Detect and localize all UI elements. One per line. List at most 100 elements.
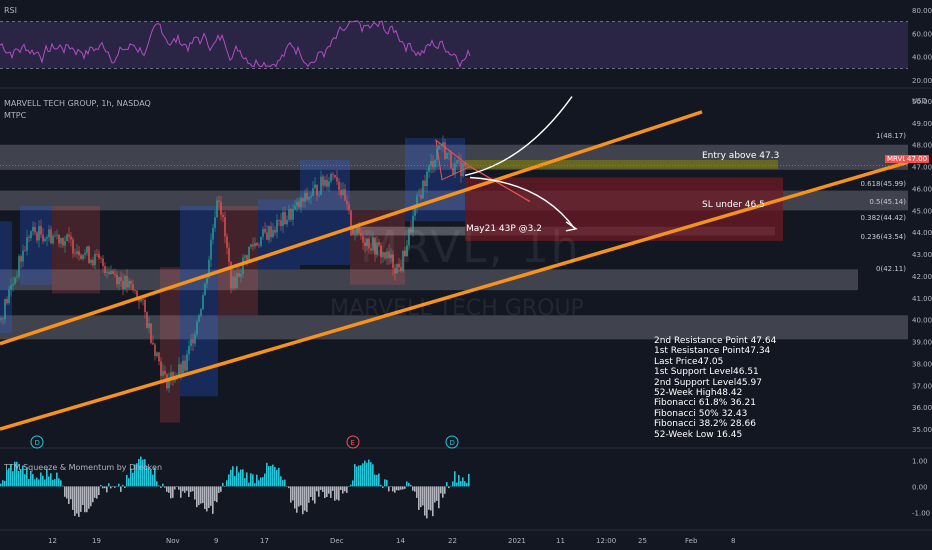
fib-label-4: 0.382(44.42) bbox=[860, 214, 906, 222]
candle-body bbox=[408, 228, 410, 246]
stat-line-8: Fibonacci 38.2% 28.66 bbox=[654, 419, 756, 430]
squeeze-bar bbox=[360, 465, 362, 487]
rsi-tick-1: 60.00 bbox=[912, 30, 932, 38]
squeeze-label[interactable]: TTM Squeeze & Momentum by Drecken bbox=[4, 463, 163, 472]
candle-body bbox=[140, 298, 142, 302]
candle-body bbox=[70, 236, 72, 240]
squeeze-bar bbox=[84, 486, 86, 513]
candle-body bbox=[18, 256, 20, 277]
squeeze-bar bbox=[454, 471, 456, 487]
squeeze-bar bbox=[12, 471, 14, 487]
squeeze-bar bbox=[72, 486, 74, 510]
candle-body bbox=[172, 372, 174, 381]
squeeze-bar bbox=[334, 486, 336, 501]
candle-body bbox=[310, 195, 312, 198]
candle-body bbox=[434, 160, 436, 168]
squeeze-bar bbox=[46, 468, 48, 487]
squeeze-bar bbox=[22, 465, 24, 487]
squeeze-bar bbox=[296, 486, 298, 513]
candle-body bbox=[110, 271, 112, 274]
squeeze-bar bbox=[248, 482, 250, 487]
squeeze-bar bbox=[310, 486, 312, 498]
squeeze-bar bbox=[276, 469, 278, 487]
squeeze-bar bbox=[96, 486, 98, 499]
squeeze-bar bbox=[402, 486, 404, 490]
x-tick-4: 17 bbox=[260, 537, 269, 545]
candles bbox=[0, 135, 466, 393]
candle-body bbox=[282, 212, 284, 226]
squeeze-bar bbox=[266, 462, 268, 487]
squeeze-bar bbox=[366, 462, 368, 487]
squeeze-bar bbox=[376, 474, 378, 487]
region-2 bbox=[52, 205, 100, 294]
pattern-arrow-line bbox=[469, 166, 531, 203]
currency-label: USD bbox=[912, 97, 927, 105]
candle-body bbox=[198, 315, 200, 322]
region-6 bbox=[258, 199, 300, 270]
squeeze-bar bbox=[82, 486, 84, 506]
candle-body bbox=[82, 254, 84, 259]
candle-body bbox=[274, 229, 276, 233]
squeeze-bar bbox=[62, 485, 64, 487]
candle-body bbox=[252, 244, 254, 247]
candle-body bbox=[50, 229, 52, 244]
stat-line-6: Fibonacci 61.8% 36.21 bbox=[654, 398, 756, 409]
candle-body bbox=[74, 253, 76, 255]
candle-body bbox=[386, 251, 388, 259]
squeeze-bar bbox=[58, 478, 60, 487]
stats-panel: 2nd Resistance Point 47.64 1st Resistance… bbox=[654, 336, 776, 440]
candle-body bbox=[368, 238, 370, 249]
squeeze-bar bbox=[78, 486, 80, 517]
candle-body bbox=[346, 200, 348, 205]
squeeze-bar bbox=[308, 486, 310, 503]
candle-body bbox=[344, 189, 346, 201]
squeeze-tick-1: 0.00 bbox=[912, 483, 928, 491]
candle-body bbox=[284, 212, 286, 225]
candle-body bbox=[330, 174, 332, 182]
candle-body bbox=[248, 246, 250, 261]
candle-body bbox=[204, 283, 206, 296]
candle-body bbox=[206, 277, 208, 284]
candle-body bbox=[58, 234, 60, 244]
squeeze-bar bbox=[284, 479, 286, 487]
candle-body bbox=[60, 237, 62, 244]
symbol-title[interactable]: MARVELL TECH GROUP, 1h, NASDAQ bbox=[4, 99, 151, 108]
squeeze-bar bbox=[374, 474, 376, 487]
candle-body bbox=[144, 299, 146, 313]
candle-body bbox=[20, 256, 22, 262]
channel-upper-line bbox=[0, 110, 703, 346]
candle-body bbox=[362, 235, 364, 243]
projection-up-curve bbox=[464, 96, 573, 176]
candle-body bbox=[152, 343, 154, 345]
pattern-triangle bbox=[435, 139, 471, 181]
squeeze-bar bbox=[262, 477, 264, 487]
squeeze-bar bbox=[70, 486, 72, 500]
stat-line-3: 1st Support Level46.51 bbox=[654, 367, 759, 378]
candle-body bbox=[328, 181, 330, 187]
candle-body bbox=[394, 267, 396, 274]
squeeze-bar bbox=[442, 486, 444, 498]
candle-body bbox=[418, 195, 420, 196]
candle-body bbox=[130, 280, 132, 285]
study-label[interactable]: MTPC bbox=[4, 111, 27, 120]
candle-body bbox=[168, 378, 170, 389]
squeeze-bar bbox=[196, 486, 198, 508]
squeeze-bar bbox=[292, 486, 294, 501]
rsi-label[interactable]: RSI bbox=[4, 6, 17, 15]
squeeze-bar bbox=[446, 482, 448, 487]
candle-body bbox=[356, 223, 358, 234]
squeeze-bar bbox=[4, 480, 6, 487]
squeeze-bar bbox=[258, 480, 260, 487]
squeeze-bar bbox=[294, 486, 296, 509]
candle-body bbox=[56, 234, 58, 236]
squeeze-bar bbox=[224, 486, 226, 487]
candle-body bbox=[296, 201, 298, 206]
candle-body bbox=[240, 273, 242, 277]
squeeze-bar bbox=[20, 469, 22, 487]
event-marker-0 bbox=[30, 435, 44, 449]
x-tick-10: 12:00 bbox=[596, 537, 616, 545]
candle-body bbox=[278, 220, 280, 221]
candle-body bbox=[76, 251, 78, 255]
candle-body bbox=[358, 223, 360, 233]
